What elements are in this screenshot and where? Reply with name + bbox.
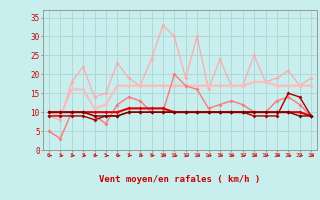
X-axis label: Vent moyen/en rafales ( km/h ): Vent moyen/en rafales ( km/h )	[100, 175, 260, 184]
